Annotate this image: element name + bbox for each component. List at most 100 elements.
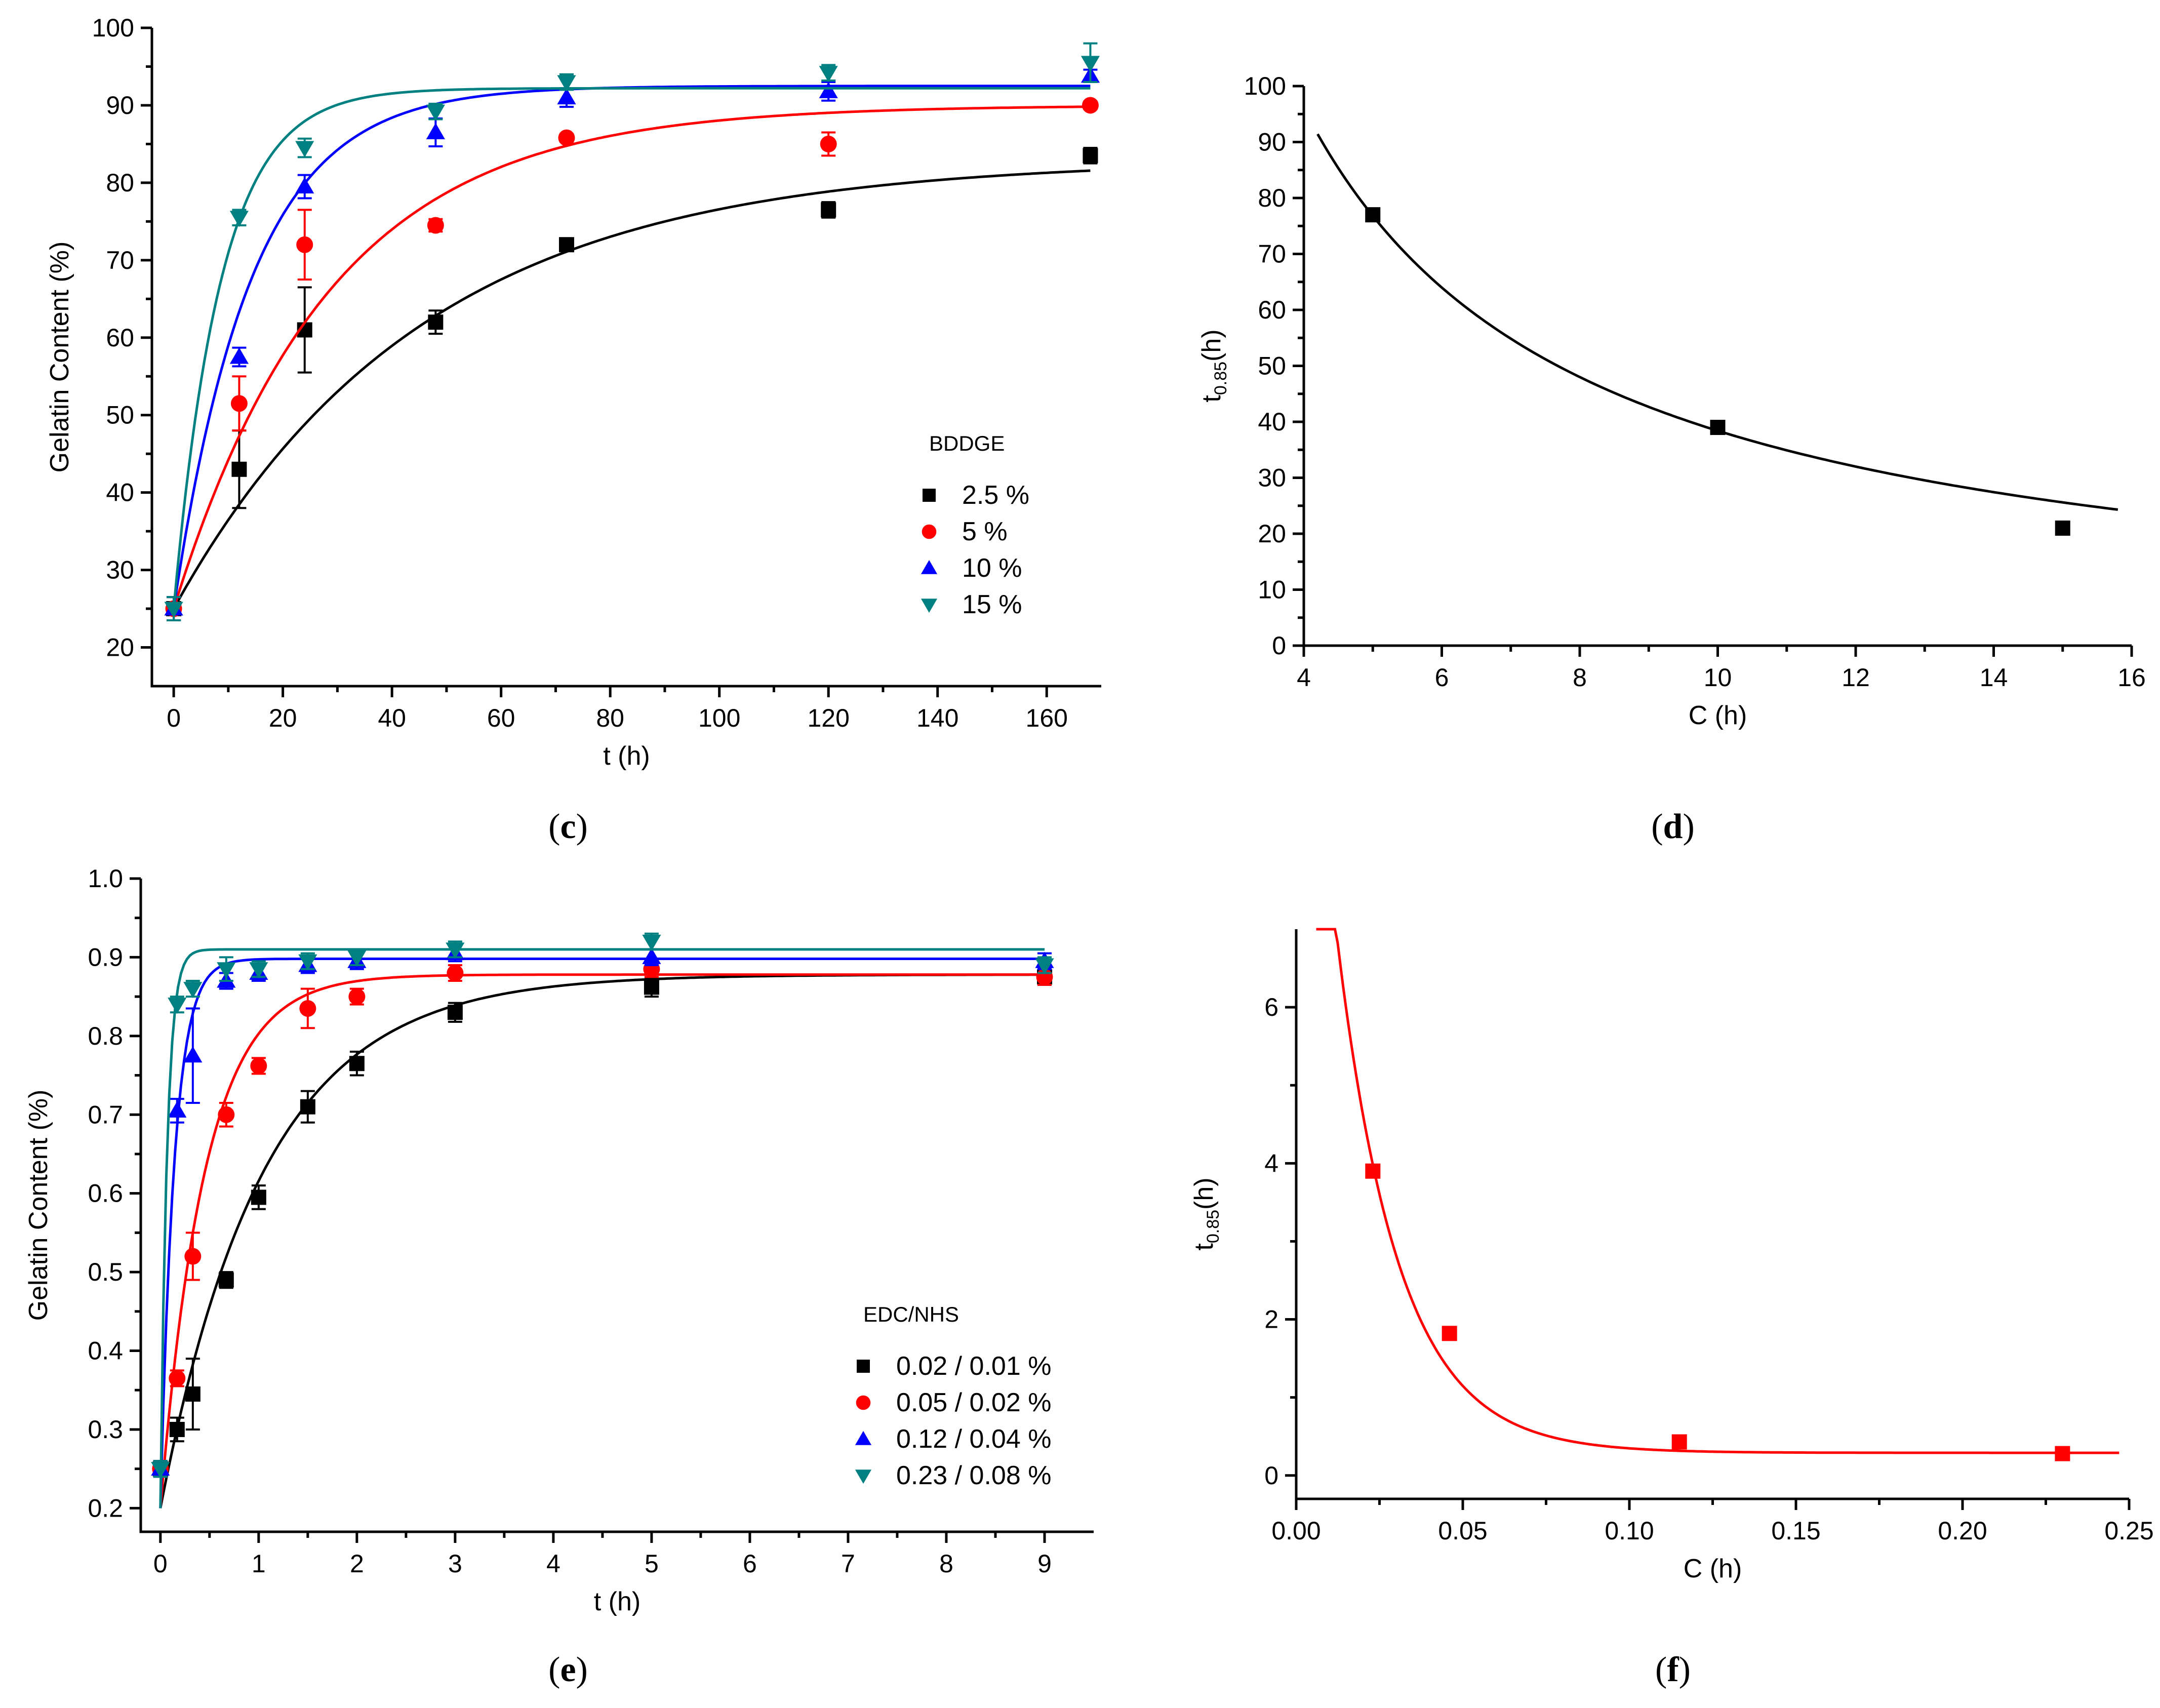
legend-label: 10 % xyxy=(962,553,1022,583)
legend-marker xyxy=(855,1431,872,1445)
data-point xyxy=(169,1370,186,1387)
data-point xyxy=(295,177,314,194)
x-tick-label: 8 xyxy=(939,1550,953,1578)
fit-curve-3 xyxy=(172,85,1091,609)
data-point xyxy=(2055,520,2070,536)
fit-curve-4 xyxy=(172,87,1091,609)
y-tick-label: 20 xyxy=(106,633,134,662)
y-tick-label: 0 xyxy=(1264,1461,1278,1490)
x-axis-label: C (h) xyxy=(1684,1554,1742,1583)
y-tick-label: 0.3 xyxy=(88,1415,123,1444)
x-tick-label: 0.00 xyxy=(1271,1517,1321,1545)
data-point xyxy=(1710,420,1726,435)
fit-curve-1 xyxy=(1316,928,2119,1454)
data-point xyxy=(1365,207,1381,223)
y-tick-label: 0.4 xyxy=(88,1337,123,1365)
y-tick-label: 10 xyxy=(1258,576,1286,604)
data-point xyxy=(296,236,313,253)
data-point xyxy=(446,942,465,959)
x-tick-label: 20 xyxy=(269,704,297,732)
x-tick-label: 6 xyxy=(743,1550,757,1578)
panel-label-e: (e) xyxy=(548,1650,588,1689)
y-tick-label: 60 xyxy=(106,324,134,352)
chart-panel-f: 0.00 0.05 0.10 0.15 0.20 0.25 0 2 4 6 C (h) t0.85(h… xyxy=(1189,928,2154,1583)
y-tick-label: 0.8 xyxy=(88,1022,123,1050)
data-point xyxy=(426,104,445,121)
legend-label: 0.23 / 0.08 % xyxy=(896,1461,1051,1490)
panel-label-c: (c) xyxy=(548,807,588,846)
y-tick-label: 0.2 xyxy=(88,1494,123,1522)
data-point xyxy=(820,135,837,152)
data-point xyxy=(427,217,444,234)
y-tick-label: 0.6 xyxy=(88,1179,123,1208)
x-tick-label: 5 xyxy=(645,1550,659,1578)
y-axis-label-main: t xyxy=(1197,395,1226,403)
x-tick-label: 120 xyxy=(807,704,849,732)
data-point xyxy=(348,988,366,1005)
data-point xyxy=(349,1056,365,1071)
legend-title: BDDGE xyxy=(929,431,1005,455)
y-tick-label: 40 xyxy=(1258,408,1286,436)
y-tick-label: 6 xyxy=(1264,993,1278,1021)
x-tick-label: 140 xyxy=(916,704,958,732)
data-point xyxy=(151,1462,170,1479)
legend-marker xyxy=(922,524,937,539)
x-tick-label: 7 xyxy=(841,1550,855,1578)
y-tick-label: 4 xyxy=(1264,1149,1278,1177)
x-tick-label: 0.10 xyxy=(1605,1517,1654,1545)
legend-label: 0.12 / 0.04 % xyxy=(896,1424,1051,1454)
data-point xyxy=(230,395,248,412)
y-tick-label: 80 xyxy=(1258,184,1286,212)
legend-marker xyxy=(923,489,936,502)
x-tick-label: 16 xyxy=(2117,663,2146,692)
y-axis-label-sub: 0.85 xyxy=(1211,362,1230,395)
data-point xyxy=(164,602,183,618)
data-point xyxy=(231,461,247,477)
y-tick-label: 100 xyxy=(1244,72,1286,100)
data-point xyxy=(299,1000,316,1017)
data-point xyxy=(168,998,187,1014)
legend-marker xyxy=(921,560,938,574)
x-axis-label: C (h) xyxy=(1689,701,1747,730)
x-tick-label: 4 xyxy=(1297,663,1311,692)
y-tick-label: 90 xyxy=(1258,128,1286,156)
fit-curve-1 xyxy=(1316,133,2118,511)
y-tick-label: 70 xyxy=(1258,240,1286,268)
data-point xyxy=(557,88,576,105)
legend-label: 15 % xyxy=(962,590,1022,619)
x-tick-label: 40 xyxy=(378,704,406,732)
data-point xyxy=(229,347,249,364)
data-point xyxy=(558,237,574,253)
x-tick-label: 1 xyxy=(252,1550,266,1578)
y-axis-label-suffix: (h) xyxy=(1197,329,1226,362)
y-axis-label-suffix: (h) xyxy=(1189,1177,1219,1210)
x-tick-label: 80 xyxy=(596,704,624,732)
y-tick-label: 100 xyxy=(92,14,134,42)
x-tick-label: 0.15 xyxy=(1771,1517,1820,1545)
x-tick-label: 2 xyxy=(350,1550,364,1578)
y-tick-label: 40 xyxy=(106,479,134,507)
data-point xyxy=(821,202,836,218)
y-tick-label: 0.7 xyxy=(88,1100,123,1129)
x-tick-label: 0 xyxy=(167,704,181,732)
fit-curve-2 xyxy=(172,105,1091,609)
y-tick-label: 20 xyxy=(1258,520,1286,548)
y-tick-label: 60 xyxy=(1258,296,1286,324)
y-tick-label: 1.0 xyxy=(88,864,123,893)
y-tick-label: 50 xyxy=(1258,352,1286,380)
y-tick-label: 90 xyxy=(106,91,134,120)
legend-marker xyxy=(921,599,938,613)
data-point xyxy=(249,962,268,979)
x-tick-label: 60 xyxy=(487,704,515,732)
data-point xyxy=(300,1099,315,1115)
data-point xyxy=(298,954,317,971)
y-axis-label-sub: 0.85 xyxy=(1204,1210,1223,1243)
x-tick-label: 8 xyxy=(1573,663,1587,692)
x-tick-label: 6 xyxy=(1435,663,1449,692)
data-point xyxy=(819,66,838,83)
legend-marker xyxy=(857,1360,870,1373)
panel-label-d: (d) xyxy=(1651,807,1695,846)
data-point xyxy=(1082,97,1099,114)
fit-curve-4 xyxy=(159,948,1045,1508)
